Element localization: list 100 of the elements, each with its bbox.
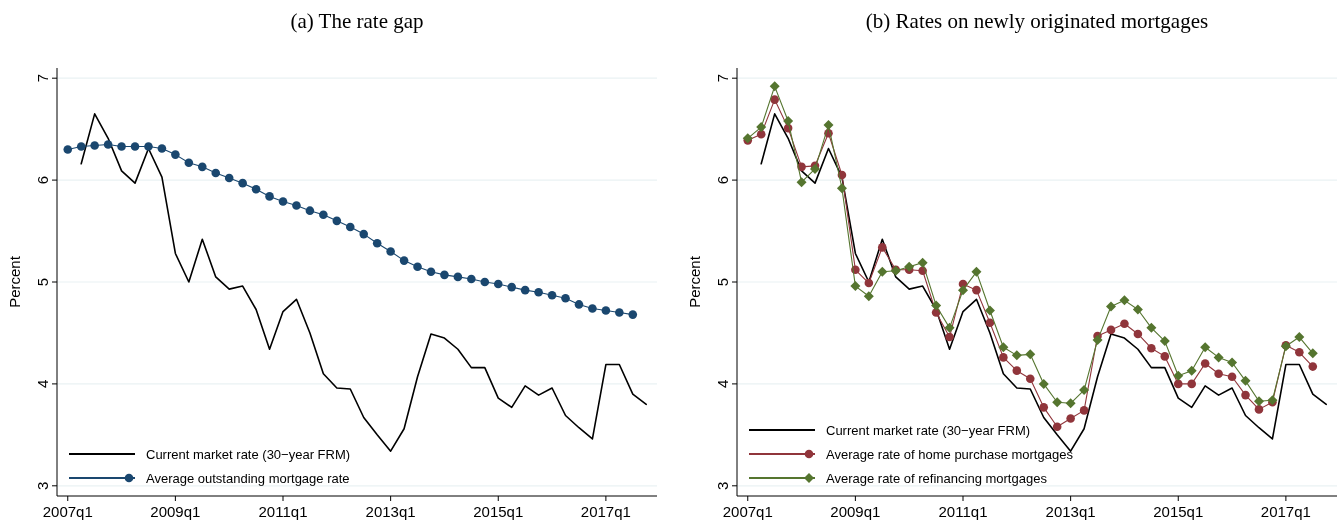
- point: [1079, 385, 1090, 396]
- y-tick-label: 7: [34, 74, 51, 83]
- point: [1025, 374, 1035, 384]
- point: [1038, 378, 1049, 389]
- y-tick-label: 3: [714, 481, 731, 490]
- point: [877, 243, 887, 252]
- point: [413, 262, 422, 272]
- point: [1307, 348, 1318, 359]
- point: [1052, 397, 1063, 408]
- point: [211, 168, 221, 178]
- point: [467, 274, 476, 284]
- point: [386, 247, 395, 256]
- x-tick-label: 2011q1: [938, 503, 988, 520]
- x-tick-label: 2015q1: [473, 503, 524, 520]
- point: [1106, 325, 1116, 335]
- point: [1012, 366, 1022, 375]
- point: [1065, 398, 1076, 409]
- x-tick-label: 2013q1: [1045, 503, 1096, 520]
- point: [850, 281, 861, 292]
- point: [319, 210, 328, 220]
- point: [171, 150, 180, 159]
- point: [971, 266, 982, 277]
- point: [278, 197, 288, 206]
- point: [224, 173, 234, 183]
- x-tick-label: 2009q1: [830, 503, 881, 520]
- point: [1133, 329, 1143, 339]
- point: [836, 183, 847, 194]
- y-tick-label: 4: [714, 379, 731, 389]
- point: [157, 144, 167, 153]
- point: [1159, 336, 1170, 347]
- point: [917, 257, 928, 268]
- point: [90, 141, 99, 150]
- y-axis-title: Percent: [6, 255, 23, 308]
- point: [574, 300, 584, 309]
- point: [985, 318, 995, 328]
- point: [1173, 370, 1184, 381]
- point: [1039, 403, 1049, 412]
- point: [1011, 350, 1022, 361]
- point: [103, 140, 113, 149]
- legend-label: Average rate of refinancing mortgages: [826, 471, 1048, 486]
- point: [480, 277, 490, 287]
- point: [972, 285, 981, 295]
- point: [601, 306, 611, 315]
- point: [1213, 352, 1224, 363]
- point: [1092, 335, 1103, 346]
- line-series: [80, 113, 648, 452]
- point: [345, 222, 355, 232]
- point: [440, 270, 449, 280]
- point: [1294, 332, 1305, 343]
- point: [1187, 379, 1197, 389]
- point: [1025, 349, 1036, 360]
- point: [998, 342, 1009, 353]
- y-tick-label: 6: [34, 175, 51, 185]
- point: [1173, 379, 1183, 389]
- point: [76, 142, 86, 151]
- y-tick-label: 6: [714, 175, 731, 185]
- point: [770, 95, 779, 104]
- point: [144, 142, 153, 151]
- point: [796, 177, 807, 188]
- y-tick-label: 7: [714, 74, 731, 83]
- point: [426, 267, 436, 277]
- point: [756, 122, 767, 133]
- text: Current market rate (30−year FRM): [146, 447, 351, 462]
- point: [999, 353, 1008, 362]
- point: [1200, 342, 1211, 353]
- y-axis-title: Percent: [686, 255, 703, 308]
- point: [197, 162, 207, 172]
- x-tick-label: 2017q1: [1260, 503, 1311, 520]
- point: [958, 285, 969, 296]
- point: [823, 120, 834, 131]
- point: [628, 310, 638, 319]
- point: [265, 192, 274, 201]
- point: [904, 261, 915, 272]
- y-tick-label: 4: [34, 379, 51, 389]
- point: [1186, 365, 1197, 376]
- x-tick-label: 2013q1: [365, 503, 416, 520]
- x-tick-label: 2007q1: [42, 503, 93, 520]
- point: [588, 304, 597, 313]
- point: [1295, 348, 1304, 357]
- point: [944, 322, 955, 333]
- point: [1160, 352, 1170, 361]
- point: [1146, 322, 1157, 333]
- point: [493, 279, 503, 289]
- chart-title: (b) Rates on newly originated mortgages: [865, 9, 1209, 33]
- point: [769, 81, 780, 92]
- point: [1052, 422, 1062, 432]
- point: [1254, 405, 1264, 414]
- point: [117, 142, 126, 151]
- point: [615, 308, 624, 317]
- point: [1227, 372, 1237, 382]
- x-tick-label: 2015q1: [1153, 503, 1204, 520]
- y-tick-label: 5: [714, 277, 731, 287]
- point: [1119, 295, 1130, 306]
- point: [453, 272, 463, 282]
- point: [877, 266, 888, 277]
- chart-title: (a) The rate gap: [290, 9, 424, 33]
- point: [931, 300, 942, 311]
- point: [1120, 319, 1129, 329]
- point: [399, 256, 409, 265]
- point: [864, 278, 874, 288]
